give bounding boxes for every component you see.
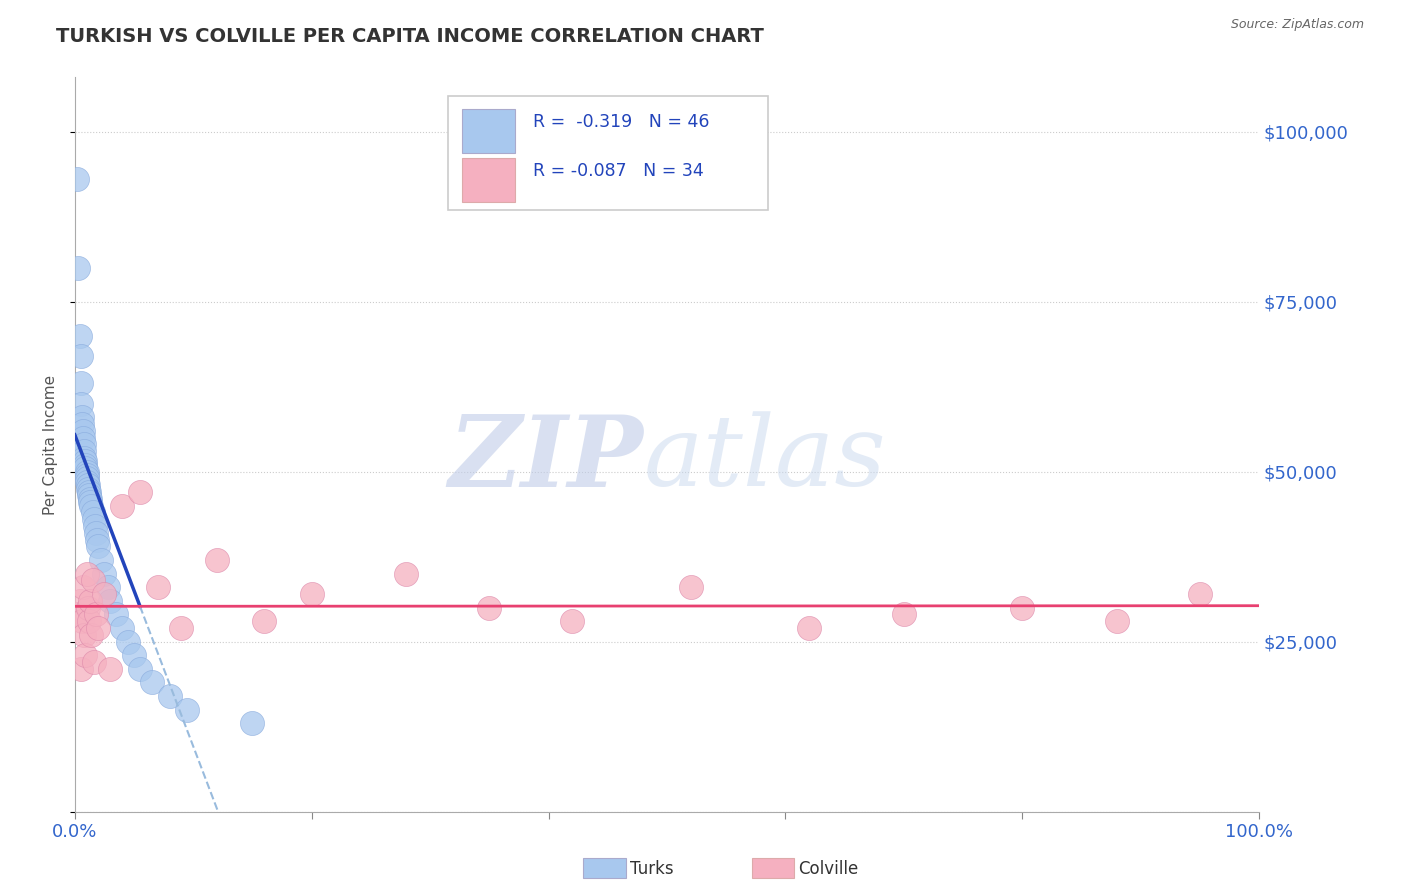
Point [83, 655, 105, 669]
Text: Colville: Colville [799, 860, 859, 878]
Text: Source: ZipAtlas.com: Source: ZipAtlas.com [1230, 18, 1364, 31]
Point [1011, 600, 1033, 615]
Point [395, 566, 418, 581]
Point [77, 485, 100, 500]
Text: Turks: Turks [630, 860, 673, 878]
FancyBboxPatch shape [449, 95, 768, 210]
Point [69, 662, 91, 676]
Point [75, 461, 97, 475]
Point [105, 607, 128, 622]
Point [93, 566, 115, 581]
Text: ZIP: ZIP [449, 411, 644, 508]
Point [66, 607, 89, 622]
Point [679, 580, 702, 594]
Text: R = -0.087   N = 34: R = -0.087 N = 34 [533, 161, 704, 180]
Point [80, 499, 103, 513]
Point [170, 621, 193, 635]
Point [242, 716, 264, 731]
Bar [463, 109, 516, 153]
Point [84, 607, 107, 622]
Point [478, 600, 501, 615]
Point [84, 519, 107, 533]
Point [301, 587, 323, 601]
Point [87, 540, 110, 554]
Point [205, 553, 228, 567]
Point [176, 702, 198, 716]
Point [90, 553, 112, 567]
Point [111, 621, 134, 635]
Point [70, 417, 93, 431]
Point [561, 614, 583, 628]
Point [87, 621, 110, 635]
Point [72, 580, 94, 594]
Point [80, 628, 103, 642]
Point [73, 437, 96, 451]
Point [122, 648, 145, 663]
Point [797, 621, 820, 635]
Point [72, 424, 94, 438]
Point [129, 662, 152, 676]
Point [76, 465, 98, 479]
Point [1105, 614, 1128, 628]
Point [84, 525, 107, 540]
Point [70, 614, 93, 628]
Point [76, 471, 98, 485]
Point [117, 634, 139, 648]
Point [72, 431, 94, 445]
Point [75, 648, 97, 663]
Point [82, 574, 104, 588]
Point [77, 614, 100, 628]
Point [73, 628, 96, 642]
Point [76, 482, 98, 496]
Text: atlas: atlas [644, 411, 886, 507]
Point [69, 594, 91, 608]
Point [98, 594, 121, 608]
Point [893, 607, 915, 622]
Point [75, 458, 97, 472]
Text: TURKISH VS COLVILLE PER CAPITA INCOME CORRELATION CHART: TURKISH VS COLVILLE PER CAPITA INCOME CO… [56, 27, 763, 45]
Point [79, 491, 101, 506]
Point [76, 468, 98, 483]
Text: R =  -0.319   N = 46: R = -0.319 N = 46 [533, 112, 710, 130]
Point [79, 495, 101, 509]
Point [69, 349, 91, 363]
Bar [463, 158, 516, 202]
Point [129, 485, 152, 500]
Point [159, 689, 181, 703]
Point [69, 397, 91, 411]
Point [73, 451, 96, 466]
Point [73, 444, 96, 458]
Point [76, 566, 98, 581]
Point [141, 675, 163, 690]
Point [69, 376, 91, 391]
Point [82, 505, 104, 519]
Point [67, 260, 90, 275]
Point [76, 475, 98, 489]
Point [77, 488, 100, 502]
Point [86, 533, 108, 547]
Point [83, 512, 105, 526]
Point [111, 499, 134, 513]
Point [76, 478, 98, 492]
Point [66, 172, 89, 186]
Point [79, 594, 101, 608]
Point [70, 410, 93, 425]
Point [93, 587, 115, 601]
Point [1188, 587, 1211, 601]
Point [76, 600, 98, 615]
Point [69, 328, 91, 343]
Point [75, 454, 97, 468]
Y-axis label: Per Capita Income: Per Capita Income [44, 375, 58, 515]
Point [98, 662, 121, 676]
Point [97, 580, 120, 594]
Point [146, 580, 169, 594]
Point [253, 614, 276, 628]
